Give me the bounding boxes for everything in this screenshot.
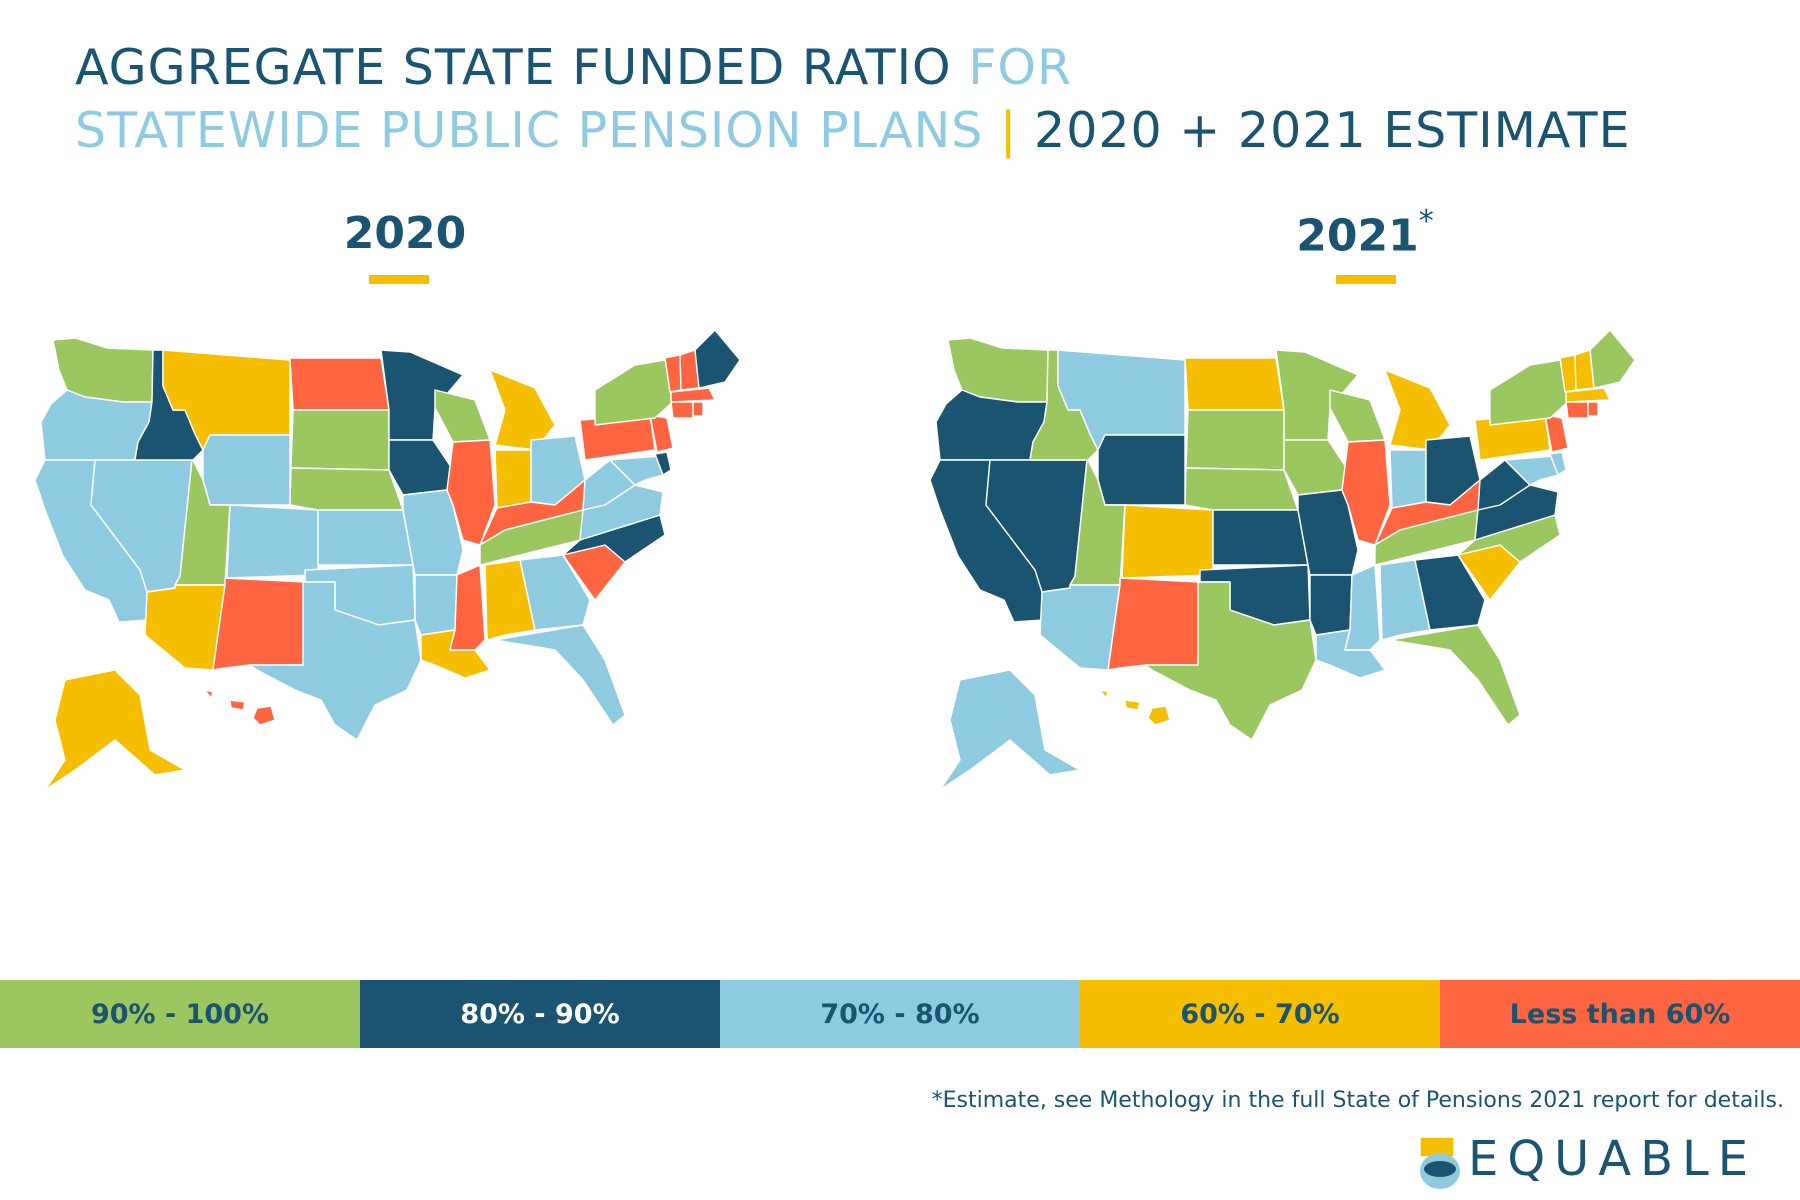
us-map-2021 — [930, 330, 1636, 791]
state-md — [1504, 455, 1559, 486]
equable-logo-icon — [1419, 1136, 1460, 1189]
title-line1-dark: AGGREGATE STATE FUNDED RATIO — [75, 39, 952, 96]
title-line2-light: STATEWIDE PUBLIC PENSION PLANS — [75, 102, 984, 159]
state-il — [1341, 439, 1391, 546]
map-2021-asterisk: * — [1418, 204, 1434, 239]
state-de — [1549, 451, 1567, 476]
legend-label: 60% - 70% — [1180, 998, 1340, 1030]
state-in — [1389, 449, 1427, 509]
state-fl — [494, 624, 626, 726]
state-ct — [1565, 401, 1589, 419]
state-ms — [449, 564, 486, 651]
state-ma — [1565, 387, 1611, 403]
state-ks — [317, 509, 414, 566]
legend-label: 70% - 80% — [820, 998, 980, 1030]
state-ri — [1587, 401, 1599, 417]
state-ny — [1489, 359, 1571, 426]
state-wy — [1097, 434, 1186, 506]
state-ia — [1283, 439, 1349, 496]
state-me — [1589, 330, 1636, 389]
state-mi — [489, 369, 556, 451]
map-2020-year: 2020 — [343, 208, 467, 259]
state-ct — [670, 401, 694, 419]
state-tx — [1144, 581, 1317, 741]
state-sd — [290, 409, 390, 471]
state-ar — [414, 574, 458, 636]
state-az — [1039, 584, 1121, 671]
state-ms — [1344, 564, 1381, 651]
legend-item-80-90: 80% - 90% — [360, 980, 720, 1048]
title-line1-light: FOR — [968, 39, 1072, 96]
map-2021-underline — [1336, 275, 1396, 284]
state-ia — [388, 439, 454, 496]
state-nd — [1184, 357, 1285, 411]
legend-item-90-100: 90% - 100% — [0, 980, 360, 1048]
map-2020-heading: 2020 — [285, 208, 525, 259]
state-mn — [380, 349, 464, 441]
state-hi — [204, 689, 276, 726]
footnote: *Estimate, see Methology in the full Sta… — [931, 1088, 1784, 1113]
state-ma — [670, 387, 716, 403]
map-2021-heading: 2021* — [1245, 204, 1485, 262]
state-me — [694, 330, 741, 389]
state-mt — [162, 349, 291, 451]
state-ar — [1309, 574, 1353, 636]
state-tx — [249, 581, 422, 741]
state-co — [1121, 504, 1214, 579]
state-al — [1379, 559, 1431, 641]
us-map-2020 — [35, 330, 741, 791]
state-ne — [289, 467, 404, 511]
title-line2-dark: 2020 + 2021 ESTIMATE — [1034, 102, 1631, 159]
map-2021-year: 2021 — [1296, 210, 1419, 262]
state-nm — [1107, 577, 1201, 671]
state-ga — [1414, 554, 1486, 631]
state-mi — [1384, 369, 1451, 451]
state-co — [226, 504, 319, 579]
legend-label: Less than 60% — [1509, 998, 1731, 1030]
state-in — [494, 449, 532, 509]
legend-label: 90% - 100% — [90, 998, 270, 1030]
state-fl — [1389, 624, 1521, 726]
state-ne — [1184, 467, 1299, 511]
equable-logo-text: EQUABLE — [1468, 1131, 1758, 1187]
state-nj — [649, 414, 674, 453]
title-separator: | — [999, 102, 1018, 159]
chart-title: AGGREGATE STATE FUNDED RATIO FOR STATEWI… — [75, 36, 1631, 162]
state-ak — [44, 669, 186, 791]
state-nd — [289, 357, 390, 411]
state-ny — [594, 359, 676, 426]
legend-label: 80% - 90% — [460, 998, 620, 1030]
state-al — [484, 559, 536, 641]
state-mn — [1275, 349, 1359, 441]
state-mt — [1057, 349, 1186, 451]
state-nj — [1544, 414, 1569, 453]
state-ks — [1212, 509, 1309, 566]
legend: 90% - 100% 80% - 90% 70% - 80% 60% - 70%… — [0, 980, 1800, 1048]
state-md — [609, 455, 664, 486]
state-nm — [212, 577, 306, 671]
state-sd — [1185, 409, 1285, 471]
title-line-1: AGGREGATE STATE FUNDED RATIO FOR — [75, 36, 1631, 99]
state-ak — [939, 669, 1081, 791]
state-wi — [1329, 389, 1386, 443]
state-il — [446, 439, 496, 546]
map-2020-underline — [369, 275, 429, 284]
state-az — [144, 584, 226, 671]
legend-item-60-70: 60% - 70% — [1080, 980, 1440, 1048]
state-ga — [519, 554, 591, 631]
state-de — [654, 451, 672, 476]
state-wi — [434, 389, 491, 443]
legend-item-less-60: Less than 60% — [1440, 980, 1800, 1048]
legend-item-70-80: 70% - 80% — [720, 980, 1080, 1048]
title-line-2: STATEWIDE PUBLIC PENSION PLANS | 2020 + … — [75, 99, 1631, 162]
state-wy — [202, 434, 291, 506]
state-hi — [1099, 689, 1171, 726]
state-ri — [692, 401, 704, 417]
